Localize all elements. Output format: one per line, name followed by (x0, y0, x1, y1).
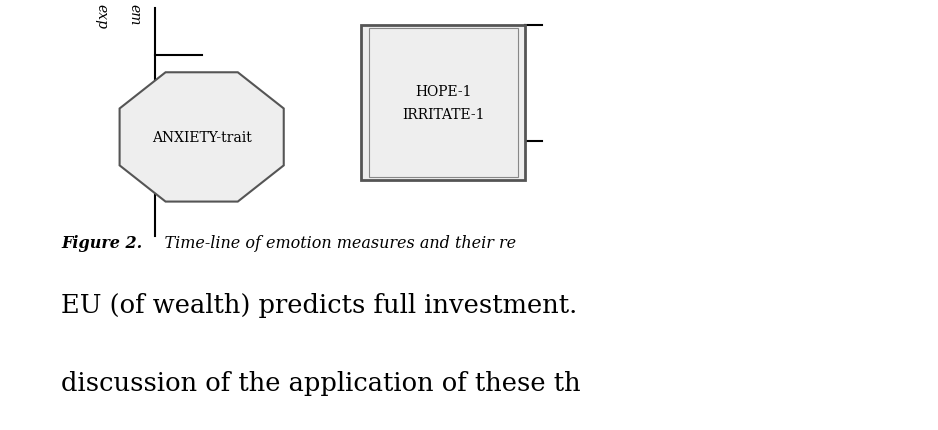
Text: ANXIETY-trait: ANXIETY-trait (152, 131, 251, 144)
Text: discussion of the application of these th: discussion of the application of these t… (61, 370, 581, 395)
Text: Figure 2.: Figure 2. (61, 234, 143, 251)
FancyBboxPatch shape (369, 29, 518, 177)
Text: EU (of wealth) predicts full investment.: EU (of wealth) predicts full investment. (61, 292, 577, 317)
Polygon shape (119, 73, 283, 202)
Text: em: em (128, 4, 141, 26)
FancyBboxPatch shape (361, 26, 525, 181)
Text: HOPE-1
IRRITATE-1: HOPE-1 IRRITATE-1 (402, 85, 484, 122)
Text: Time-line of emotion measures and their re: Time-line of emotion measures and their … (144, 234, 516, 251)
Text: exp: exp (95, 4, 108, 29)
